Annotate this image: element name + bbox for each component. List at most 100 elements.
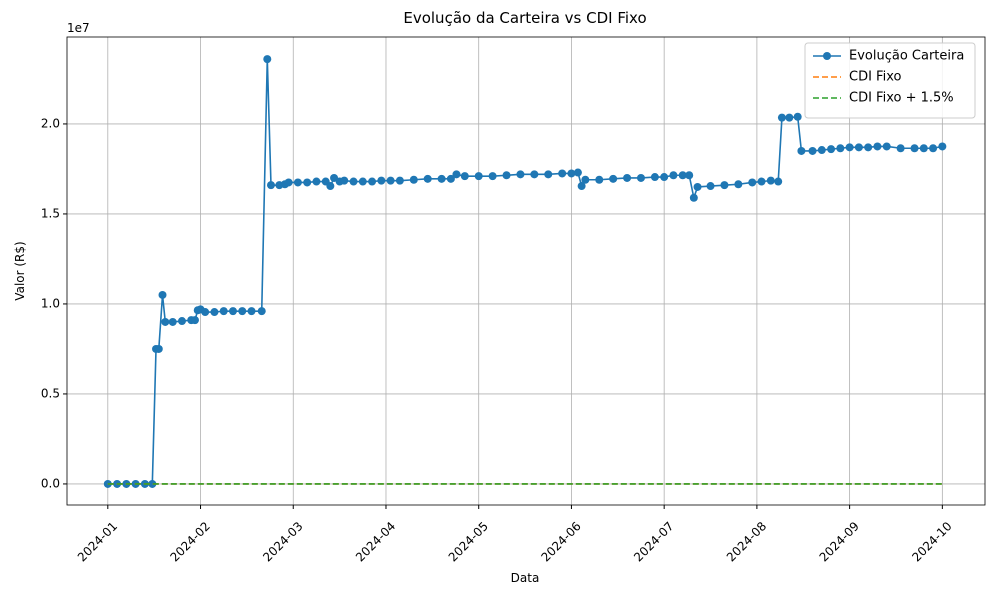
x-tick-label: 2024-10 [909, 519, 954, 564]
data-point [785, 113, 794, 122]
legend-marker [823, 52, 831, 60]
data-point [558, 169, 567, 178]
legend-box [804, 42, 976, 119]
data-point [148, 479, 157, 488]
data-point [161, 317, 170, 326]
legend-label: Evolução Carteira [849, 49, 964, 64]
data-point [502, 171, 511, 180]
data-point [766, 176, 775, 185]
x-tick-label: 2024-08 [724, 519, 769, 564]
data-point [303, 178, 312, 187]
data-point [636, 173, 645, 182]
data-point [326, 182, 335, 191]
x-tick-label: 2024-05 [446, 519, 491, 564]
data-point [720, 181, 729, 190]
data-point [706, 182, 715, 191]
data-point [910, 144, 919, 153]
data-point [929, 144, 938, 153]
data-point [257, 307, 266, 316]
data-point [154, 344, 163, 353]
x-tick-label: 2024-02 [168, 519, 213, 564]
data-point [284, 178, 293, 187]
data-point [247, 307, 256, 316]
data-point [660, 173, 669, 182]
data-point [827, 145, 836, 154]
data-point [423, 174, 432, 183]
x-tick-label: 2024-07 [631, 519, 676, 564]
data-point [797, 146, 806, 155]
data-point [609, 174, 618, 183]
data-point [817, 146, 826, 155]
data-point [544, 170, 553, 179]
series-line [107, 59, 943, 485]
data-point [774, 177, 783, 186]
data-point [567, 169, 576, 178]
data-point [437, 174, 446, 183]
data-point [516, 170, 525, 179]
y-tick-label: 1.5 [41, 206, 60, 220]
y-axis-label: Valor (R$) [13, 241, 27, 300]
chart-title: Evolução da Carteira vs CDI Fixo [403, 9, 646, 27]
x-tick-label: 2024-06 [538, 519, 583, 564]
x-tick-label: 2024-03 [260, 519, 305, 564]
data-point [293, 178, 302, 187]
data-point [460, 172, 469, 181]
data-point [873, 142, 882, 151]
data-point [748, 178, 757, 187]
data-point [238, 307, 247, 316]
x-axis-label: Data [511, 571, 540, 585]
data-point [864, 143, 873, 152]
data-point [757, 177, 766, 186]
data-point [386, 176, 395, 185]
data-point [210, 308, 219, 317]
data-point [896, 144, 905, 153]
data-point [228, 307, 237, 316]
x-tick-label: 2024-01 [75, 519, 120, 564]
data-point [836, 144, 845, 153]
data-point [177, 317, 186, 326]
data-point [201, 308, 210, 317]
data-point [446, 174, 455, 183]
data-point [669, 171, 678, 180]
data-point [349, 177, 358, 186]
y-offset-label: 1e7 [67, 21, 90, 35]
data-point [377, 176, 386, 185]
data-point [581, 175, 590, 184]
y-tick-label: 2.0 [41, 116, 60, 130]
y-tick-label: 1.0 [41, 296, 60, 310]
data-point [368, 177, 377, 186]
data-point [168, 317, 177, 326]
data-point [267, 181, 275, 190]
data-point [808, 146, 817, 155]
data-point [530, 170, 539, 179]
data-point [734, 180, 743, 189]
data-point [685, 171, 694, 180]
data-point [219, 307, 228, 316]
data-point [573, 168, 582, 177]
data-point [358, 177, 367, 186]
data-point [158, 290, 167, 299]
data-point [777, 113, 786, 122]
data-point [577, 182, 586, 191]
data-point [395, 176, 404, 185]
data-point [595, 175, 604, 184]
data-point [793, 112, 802, 121]
data-point [263, 55, 272, 64]
data-point [623, 173, 632, 182]
data-point [409, 175, 418, 184]
data-point [689, 193, 698, 202]
data-point [340, 176, 349, 185]
legend-label: CDI Fixo [849, 70, 901, 85]
data-point [678, 171, 687, 180]
y-tick-label: 0.0 [41, 476, 60, 490]
data-point [938, 142, 947, 151]
data-point [312, 177, 321, 186]
plot-frame [66, 36, 986, 506]
legend-label: CDI Fixo + 1.5% [849, 91, 954, 106]
data-point [190, 316, 199, 325]
data-point [882, 142, 891, 151]
data-point [919, 144, 928, 153]
data-point [845, 143, 854, 152]
data-point [693, 182, 702, 191]
